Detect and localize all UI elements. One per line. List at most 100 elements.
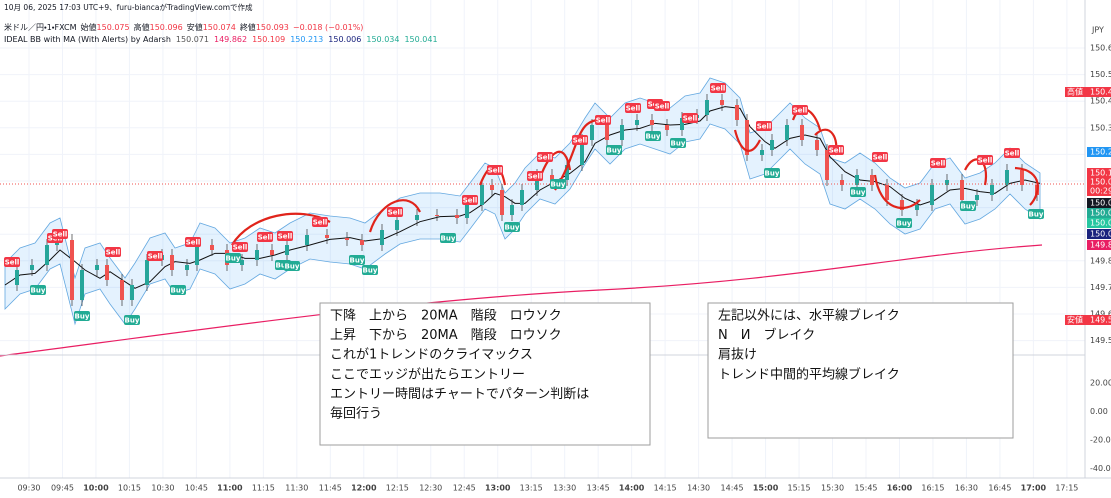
time-tick-label: 11:15	[252, 484, 275, 493]
candle	[870, 175, 874, 185]
candle	[270, 250, 274, 255]
signal-label: Buy	[125, 317, 140, 325]
candle	[760, 150, 764, 155]
candle	[770, 140, 774, 150]
currency: JPY	[1091, 26, 1104, 35]
signal-label: Sell	[488, 167, 503, 175]
signal-badge	[550, 179, 566, 189]
signal-badge	[828, 145, 844, 155]
signal-badge	[440, 233, 456, 243]
signal-badge	[654, 101, 670, 111]
signal-badge	[960, 201, 976, 211]
signal-label: Buy	[350, 257, 365, 265]
signal-label: Buy	[897, 220, 912, 228]
candle	[535, 175, 539, 190]
candle	[590, 125, 594, 140]
time-tick-label: 15:30	[821, 484, 844, 493]
candle	[30, 265, 34, 270]
candle	[825, 150, 829, 180]
signal-badge	[312, 217, 328, 227]
price-badge-value: 150.09	[1090, 178, 1111, 187]
signal-badge	[185, 237, 201, 247]
lower-tick-label: -20.00	[1090, 436, 1111, 445]
signal-badge	[682, 113, 698, 123]
candle	[325, 235, 329, 238]
price-badge-value: 149.86	[1090, 241, 1111, 250]
time-tick-label: 15:15	[788, 484, 811, 493]
price-badge	[1087, 229, 1111, 239]
note-line: 左記以外には、水平線ブレイク	[718, 308, 900, 324]
candle	[1020, 170, 1024, 185]
signal-label: Sell	[931, 160, 946, 168]
indicator-value: 150.034	[366, 35, 399, 44]
indicator-value: 150.006	[328, 35, 361, 44]
signal-label: Sell	[793, 107, 808, 115]
candle	[785, 125, 789, 140]
indicator-value: 150.213	[290, 35, 323, 44]
signal-label: Sell	[53, 231, 68, 239]
signal-badge	[362, 265, 378, 275]
candle	[565, 165, 569, 180]
signal-label: Buy	[505, 224, 520, 232]
signal-label: Sell	[655, 103, 670, 111]
ma-long	[0, 244, 1043, 357]
candle	[885, 185, 889, 200]
price-badge-value: 150.04	[1090, 209, 1111, 218]
time-tick-label: 12:45	[453, 484, 476, 493]
price-badge-value: 150.07	[1090, 199, 1111, 208]
price-tick-label: 150.60	[1090, 44, 1111, 53]
signal-label: Sell	[596, 117, 611, 125]
signal-badge	[764, 168, 780, 178]
time-tick-label: 14:00	[619, 484, 645, 493]
signal-badge	[1004, 148, 1020, 158]
signal-label: Sell	[463, 197, 478, 205]
price-badge	[1087, 240, 1111, 250]
time-tick-label: 11:00	[217, 484, 243, 493]
time-tick-label: 10:45	[185, 484, 208, 493]
price-badge-value: 00:29	[1090, 187, 1111, 196]
candle	[510, 205, 514, 215]
signal-badge	[896, 218, 912, 228]
signal-badge	[4, 257, 20, 267]
candle	[285, 245, 289, 255]
signal-badge	[52, 229, 68, 239]
signal-label: Sell	[711, 85, 726, 93]
candle	[580, 140, 584, 165]
candle	[735, 105, 739, 120]
signal-badge	[462, 195, 478, 205]
candle	[635, 120, 639, 125]
note-line: 毎回行う	[330, 406, 382, 422]
time-tick-label: 15:00	[753, 484, 779, 493]
candle	[395, 220, 399, 230]
indicator-line: IDEAL BB with MA (With Alerts) by Adarsh…	[4, 35, 438, 44]
symbol-line: 米ドル／円・1・FXCM 始値150.075 高値150.096 安値150.074 終…	[4, 22, 363, 32]
signals: Sell Sell Sell Sell Sell Sell Sell Sell Sell Sell…	[4, 83, 1044, 325]
price-tick-label: 150.40	[1090, 97, 1111, 106]
signal-badge	[595, 115, 611, 125]
candle	[185, 265, 189, 270]
time-tick-label: 10:30	[151, 484, 174, 493]
candle	[130, 285, 134, 300]
candle	[120, 280, 124, 300]
price-badge-value: 150.03	[1090, 219, 1111, 228]
candle	[915, 205, 919, 210]
time-tick-label: 10:15	[118, 484, 141, 493]
candle	[620, 125, 624, 140]
signal-label: Buy	[551, 181, 566, 189]
indicator-value: 150.041	[404, 35, 437, 44]
plot	[0, 77, 1085, 357]
ohlc-label: 始値	[81, 22, 97, 32]
price-tick-label: 149.50	[1090, 336, 1111, 345]
note-line: トレンド中間的平均線ブレイク	[718, 366, 900, 382]
time-tick-label: 16:45	[988, 484, 1011, 493]
lower-tick-label: 0.00	[1090, 407, 1108, 416]
signal-label: Sell	[978, 157, 993, 165]
candle	[815, 140, 819, 150]
signal-label: Buy	[285, 263, 300, 271]
note-line: エントリー時間はチャートでパターン判断は	[330, 387, 589, 402]
signal-badge	[977, 155, 993, 165]
candle	[105, 265, 109, 280]
price-badge	[1087, 218, 1111, 228]
candle	[45, 245, 49, 265]
time-tick-label: 15:45	[854, 484, 877, 493]
